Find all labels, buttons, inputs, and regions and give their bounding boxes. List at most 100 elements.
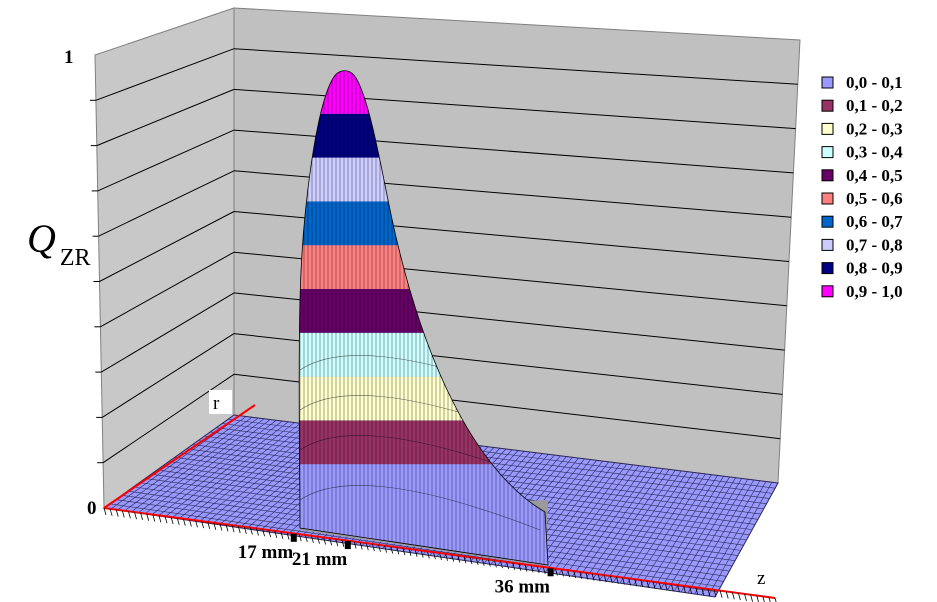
z-minor-tick [707,588,711,597]
z-minor-tick [579,571,583,579]
z-minor-tick [585,572,589,580]
legend-swatch [821,262,834,275]
gridline-side [101,292,235,373]
z-minor-tick [628,578,631,586]
z-minor-tick [207,521,211,530]
legend-label: 0,7 - 0,8 [846,235,903,254]
z-minor-tick [268,529,272,538]
z-minor-tick [402,547,406,556]
z-minor-tick [536,565,540,574]
legend-swatch [821,146,834,159]
z-minor-tick [756,595,759,602]
gridline-side [102,373,235,464]
z-minor-tick [304,534,308,543]
z-minor-tick [323,537,326,545]
z-minor-tick [603,574,607,583]
z-minor-tick [616,576,619,584]
z-minor-tick [176,517,180,525]
z-minor-tick [189,519,192,527]
z-minor-tick [420,550,424,558]
legend: 0,0 - 0,1 0,1 - 0,2 0,2 - 0,3 0,3 - 0,4 0,4 … [821,73,903,301]
x-tick-mark [290,533,297,542]
legend-label: 0,4 - 0,5 [846,166,903,185]
vertical-tick-label-1: 1 [64,47,74,68]
z-minor-tick [658,582,662,590]
z-minor-tick [622,577,625,585]
z-minor-tick [463,556,467,564]
z-minor-tick [414,549,418,557]
z-minor-tick [396,547,400,555]
legend-swatch [821,122,834,135]
gridline-side [101,333,235,418]
z-minor-tick [115,509,119,517]
z-minor-tick [426,551,430,559]
z-minor-tick [738,592,741,601]
legend-label: 0,2 - 0,3 [846,119,903,138]
z-minor-tick [731,592,735,600]
legend-label: 0,8 - 0,9 [846,259,903,278]
z-minor-tick [701,588,705,596]
z-minor-tick [164,516,168,524]
legend-swatch [821,169,834,182]
surface-contour [299,485,541,531]
z-minor-tick [591,573,595,581]
r-axis-line [103,404,256,509]
z-minor-tick [664,583,668,591]
z-minor-tick [524,564,528,572]
z-minor-tick [487,559,491,567]
z-minor-tick [213,522,217,530]
z-minor-tick [677,584,680,593]
z-minor-tick [719,590,723,598]
z-minor-tick [353,541,357,549]
gridline-side [100,251,235,328]
z-minor-tick [597,574,601,582]
z-minor-tick [237,525,241,534]
z-minor-tick [567,570,570,578]
floor-mesh-line [103,507,716,598]
legend-swatch [821,215,834,228]
r-axis-label-box [209,390,232,414]
z-minor-tick [182,518,186,526]
z-minor-tick [170,516,174,525]
z-minor-tick [481,558,485,566]
z-minor-tick [128,511,131,519]
x-tick-mark [344,541,351,550]
z-minor-tick [311,535,314,543]
z-minor-tick [689,586,692,594]
legend-label: 0,1 - 0,2 [846,96,903,115]
z-minor-tick [445,553,448,561]
gridline-side [95,48,235,101]
z-minor-tick [274,530,278,539]
z-minor-tick [506,561,509,570]
z-minor-tick [670,583,674,592]
z-minor-tick [408,548,412,557]
z-minor-tick [768,597,771,602]
z-minor-tick [451,554,455,562]
z-minor-tick [280,531,284,539]
legend-swatch [821,192,834,205]
z-minor-tick [231,525,235,533]
z-minor-tick [158,515,162,523]
legend-label: 0,0 - 0,1 [846,73,903,92]
z-minor-tick [250,527,253,535]
z-minor-tick [103,507,107,516]
z-minor-tick [762,596,765,602]
z-minor-tick [378,544,381,552]
z-minor-tick [243,526,247,534]
z-minor-tick [518,563,522,571]
z-minor-tick [774,597,777,602]
z-minor-tick [341,539,345,548]
z-minor-tick [433,552,436,560]
z-minor-tick [469,556,473,565]
z-minor-tick [329,538,333,546]
x-tick-label: 36 mm [495,576,551,597]
legend-label: 0,3 - 0,4 [846,143,903,162]
z-minor-tick [555,568,558,576]
legend-swatch [821,76,834,89]
z-minor-tick [384,545,387,553]
gridline-side [97,129,235,192]
z-axis-label: z [757,568,765,589]
z-minor-tick [744,593,747,602]
z-minor-tick [335,538,339,547]
